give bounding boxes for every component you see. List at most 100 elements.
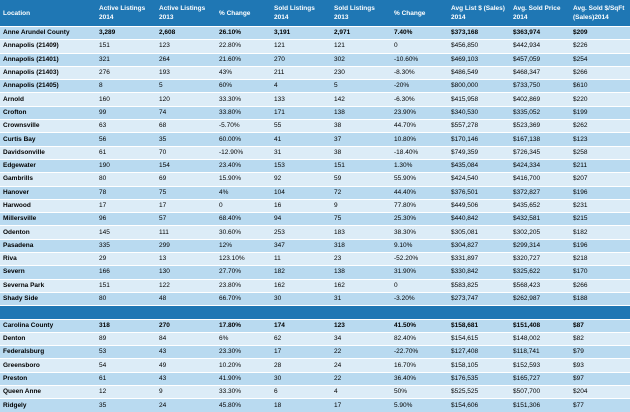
table-cell: $262 <box>570 120 630 133</box>
table-cell: 72 <box>331 186 391 199</box>
table-cell: $457,059 <box>510 53 570 66</box>
table-cell: 151 <box>96 279 156 292</box>
table-cell: 59 <box>331 173 391 186</box>
table-cell: 17 <box>96 199 156 212</box>
location-cell: Crownsville <box>0 120 96 133</box>
column-header: Avg List $ (Sales) 2014 <box>448 0 510 27</box>
location-cell: Greensboro <box>0 359 96 372</box>
column-header: Active Listings 2014 <box>96 0 156 27</box>
summary-cell: 2,971 <box>331 27 391 40</box>
county-name: Carolina County <box>0 319 96 332</box>
summary-cell: 3,289 <box>96 27 156 40</box>
table-cell: 12% <box>216 239 271 252</box>
table-cell: 8 <box>96 80 156 93</box>
table-cell: -22.70% <box>391 346 448 359</box>
table-cell: 31.90% <box>391 266 448 279</box>
county-name: Anne Arundel County <box>0 27 96 40</box>
table-cell: 55 <box>271 120 331 133</box>
table-cell: 68 <box>156 120 216 133</box>
table-cell: 10.80% <box>391 133 448 146</box>
location-cell: Annapolis (21405) <box>0 80 96 93</box>
table-cell: 41.90% <box>216 372 271 385</box>
table-cell: 68.40% <box>216 213 271 226</box>
table-cell: 22 <box>331 372 391 385</box>
table-cell: $525,525 <box>448 386 510 399</box>
table-cell: $449,506 <box>448 199 510 212</box>
table-cell: 77.80% <box>391 199 448 212</box>
table-cell: 23.90% <box>391 106 448 119</box>
table-cell: 211 <box>271 66 331 79</box>
location-cell: Edgewater <box>0 159 96 172</box>
table-cell: 80 <box>96 173 156 186</box>
table-cell: 41 <box>271 133 331 146</box>
table-cell: $266 <box>570 66 630 79</box>
table-cell: $97 <box>570 372 630 385</box>
summary-cell: 2,608 <box>156 27 216 40</box>
table-cell: -52.20% <box>391 253 448 266</box>
table-cell: 69 <box>156 173 216 186</box>
table-cell: 121 <box>331 40 391 53</box>
table-cell: $154,615 <box>448 332 510 345</box>
location-cell: Federalsburg <box>0 346 96 359</box>
table-cell: 120 <box>156 93 216 106</box>
location-cell: Riva <box>0 253 96 266</box>
table-cell: 45.80% <box>216 399 271 412</box>
table-cell: $199 <box>570 106 630 119</box>
table-cell: $93 <box>570 359 630 372</box>
table-cell: 145 <box>96 226 156 239</box>
table-cell: 30 <box>271 292 331 305</box>
table-cell: 50% <box>391 386 448 399</box>
summary-cell: $151,408 <box>510 319 570 332</box>
summary-cell: 7.40% <box>391 27 448 40</box>
table-cell: 61 <box>96 146 156 159</box>
table-cell: $468,347 <box>510 66 570 79</box>
table-cell: 122 <box>156 279 216 292</box>
table-cell: 23.30% <box>216 346 271 359</box>
table-cell: 33.30% <box>216 386 271 399</box>
table-cell: 166 <box>96 266 156 279</box>
table-cell: 154 <box>156 159 216 172</box>
table-cell: $231 <box>570 199 630 212</box>
table-cell: 138 <box>331 266 391 279</box>
table-cell: $262,987 <box>510 292 570 305</box>
table-cell: 123.10% <box>216 253 271 266</box>
column-header: % Change <box>216 0 271 27</box>
table-cell: 44.40% <box>391 186 448 199</box>
table-cell: -20% <box>391 80 448 93</box>
table-cell: 35 <box>96 399 156 412</box>
table-cell: $325,622 <box>510 266 570 279</box>
table-cell: 17 <box>271 346 331 359</box>
table-cell: $196 <box>570 239 630 252</box>
location-cell: Hanover <box>0 186 96 199</box>
table-cell: 33.80% <box>216 106 271 119</box>
location-cell: Pasadena <box>0 239 96 252</box>
table-cell: 151 <box>96 40 156 53</box>
summary-cell: 3,191 <box>271 27 331 40</box>
table-cell: $440,842 <box>448 213 510 226</box>
table-cell: 21.60% <box>216 53 271 66</box>
table-cell: 160 <box>96 93 156 106</box>
table-cell: 6 <box>271 386 331 399</box>
table-cell: 56 <box>96 133 156 146</box>
location-cell: Arnold <box>0 93 96 106</box>
location-cell: Queen Anne <box>0 386 96 399</box>
table-cell: 89 <box>96 332 156 345</box>
table-cell: 30 <box>271 372 331 385</box>
table-cell: 30.60% <box>216 226 271 239</box>
table-cell: $733,750 <box>510 80 570 93</box>
table-cell: $211 <box>570 159 630 172</box>
table-cell: 38 <box>331 120 391 133</box>
table-cell: $432,581 <box>510 213 570 226</box>
table-cell: $800,000 <box>448 80 510 93</box>
column-header: Location <box>0 0 96 27</box>
